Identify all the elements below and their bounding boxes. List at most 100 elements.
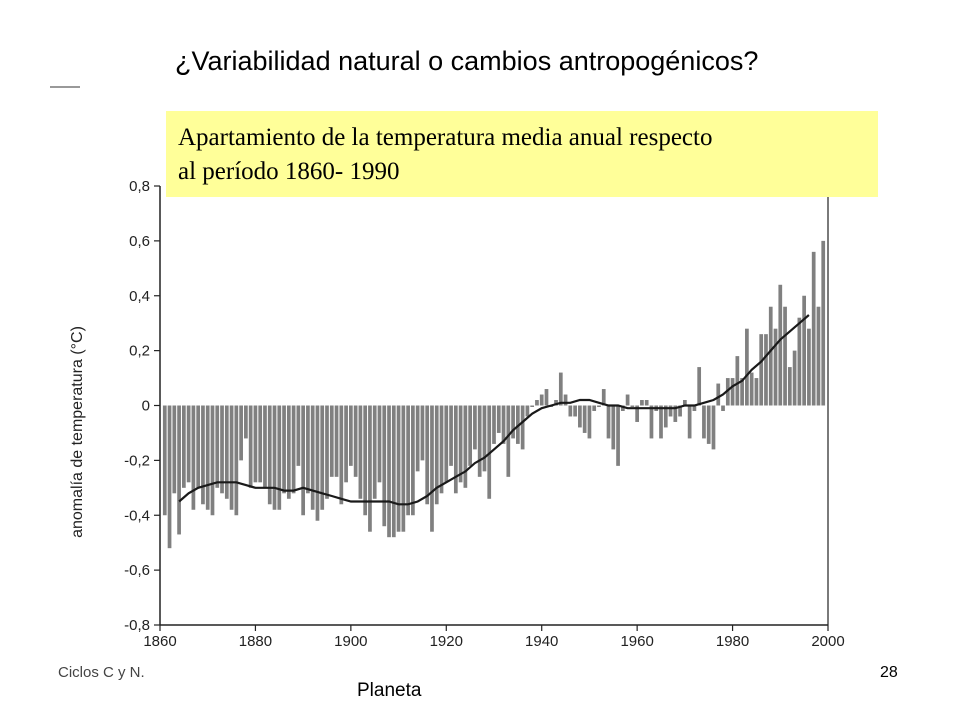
bar-1927 bbox=[477, 405, 482, 477]
bar-1903 bbox=[363, 405, 368, 516]
bar-1894 bbox=[320, 405, 325, 510]
bar-1886 bbox=[282, 405, 286, 494]
bar-1983 bbox=[745, 328, 749, 406]
bar-1924 bbox=[463, 405, 468, 488]
bar-1963 bbox=[649, 405, 654, 439]
bar-1990 bbox=[778, 284, 783, 406]
bar-1861 bbox=[162, 405, 167, 516]
slide-title: ¿Variabilidad natural o cambios antropog… bbox=[175, 46, 759, 76]
bar-1954 bbox=[606, 405, 611, 439]
bar-1888 bbox=[291, 405, 296, 494]
bar-1870 bbox=[205, 405, 210, 510]
chart-caption-box: Apartamiento de la temperatura media anu… bbox=[166, 111, 878, 197]
y-tick-label: 0,6 bbox=[129, 233, 150, 250]
bar-1988 bbox=[768, 306, 773, 406]
bar-1966 bbox=[663, 405, 668, 428]
bar-1881 bbox=[258, 405, 263, 483]
bar-1982 bbox=[740, 378, 744, 406]
bar-1934 bbox=[511, 405, 515, 439]
bar-1928 bbox=[482, 405, 487, 472]
bar-1947 bbox=[573, 405, 577, 417]
bar-1892 bbox=[310, 405, 315, 510]
bar-1985 bbox=[754, 378, 759, 406]
smoothed-line-group bbox=[178, 314, 810, 506]
y-tick-label: 0,2 bbox=[129, 343, 150, 360]
bar-1899 bbox=[344, 405, 348, 483]
bar-1961 bbox=[640, 400, 644, 406]
bar-1891 bbox=[306, 405, 310, 494]
bar-1896 bbox=[329, 405, 334, 477]
y-tick-label: -0,8 bbox=[124, 617, 150, 634]
bar-1967 bbox=[668, 405, 673, 417]
bar-1922 bbox=[453, 405, 458, 494]
bar-1977 bbox=[716, 383, 721, 406]
bar-1926 bbox=[473, 405, 477, 450]
bar-1986 bbox=[759, 334, 764, 406]
bar-1862 bbox=[167, 405, 172, 549]
caption-line-2: al período 1860- 1990 bbox=[178, 158, 400, 185]
bar-1930 bbox=[492, 405, 496, 444]
footer-center-text: Planeta bbox=[357, 680, 422, 701]
bar-1999 bbox=[821, 240, 826, 406]
x-tick-label: 1900 bbox=[334, 633, 367, 650]
bar-1980 bbox=[730, 378, 735, 406]
page-number: 28 bbox=[880, 664, 898, 681]
bar-1925 bbox=[468, 405, 473, 466]
y-tick-label: 0,8 bbox=[129, 178, 150, 195]
bar-1971 bbox=[687, 405, 692, 439]
bar-1877 bbox=[239, 405, 243, 461]
bar-1878 bbox=[244, 405, 248, 439]
bar-1959 bbox=[630, 405, 635, 407]
bar-1938 bbox=[530, 405, 535, 407]
y-tick-label: -0,2 bbox=[124, 452, 150, 469]
bar-1936 bbox=[520, 405, 525, 450]
bar-1875 bbox=[229, 405, 234, 510]
x-tick-label: 1960 bbox=[620, 633, 653, 650]
bar-1909 bbox=[391, 405, 396, 538]
bar-1957 bbox=[620, 405, 625, 411]
bar-1907 bbox=[382, 405, 387, 527]
bar-1917 bbox=[430, 405, 434, 532]
bar-1941 bbox=[544, 389, 549, 406]
bar-1904 bbox=[368, 405, 372, 532]
bar-1868 bbox=[196, 405, 201, 488]
bar-1998 bbox=[816, 306, 821, 406]
bar-1987 bbox=[764, 334, 768, 406]
bar-1960 bbox=[635, 405, 640, 422]
bar-1975 bbox=[706, 405, 711, 444]
bar-1879 bbox=[248, 405, 253, 488]
bar-1978 bbox=[721, 405, 725, 411]
bar-1914 bbox=[415, 405, 420, 472]
bar-1993 bbox=[792, 350, 797, 406]
x-tick-label: 1880 bbox=[239, 633, 272, 650]
smoothed-line bbox=[178, 314, 810, 506]
bar-1915 bbox=[420, 405, 425, 461]
bar-1940 bbox=[539, 394, 544, 406]
y-axis-label: anomalía de temperatura (°C) bbox=[69, 326, 86, 538]
bar-1883 bbox=[267, 405, 272, 505]
bar-1910 bbox=[396, 405, 401, 532]
bar-1863 bbox=[172, 405, 177, 494]
bar-1918 bbox=[434, 405, 439, 505]
bar-1920 bbox=[444, 405, 449, 483]
bar-1895 bbox=[325, 405, 329, 499]
bar-1865 bbox=[181, 405, 186, 488]
bar-1876 bbox=[234, 405, 239, 516]
caption-line-1: Apartamiento de la temperatura media anu… bbox=[178, 124, 713, 151]
bar-1958 bbox=[625, 394, 630, 406]
bar-1902 bbox=[358, 405, 363, 499]
bar-1906 bbox=[377, 405, 382, 483]
bar-1949 bbox=[582, 405, 587, 433]
bar-1962 bbox=[644, 400, 649, 406]
bar-1908 bbox=[387, 405, 391, 538]
bar-1923 bbox=[458, 405, 463, 483]
bar-1919 bbox=[439, 405, 444, 494]
y-tick-label: 0,4 bbox=[129, 288, 150, 305]
bar-1866 bbox=[186, 405, 191, 483]
bar-1916 bbox=[425, 405, 430, 505]
bar-1939 bbox=[535, 400, 539, 406]
scan-mark bbox=[50, 86, 80, 88]
bar-1913 bbox=[411, 405, 415, 516]
bar-1989 bbox=[773, 328, 778, 406]
bar-1953 bbox=[601, 389, 606, 406]
